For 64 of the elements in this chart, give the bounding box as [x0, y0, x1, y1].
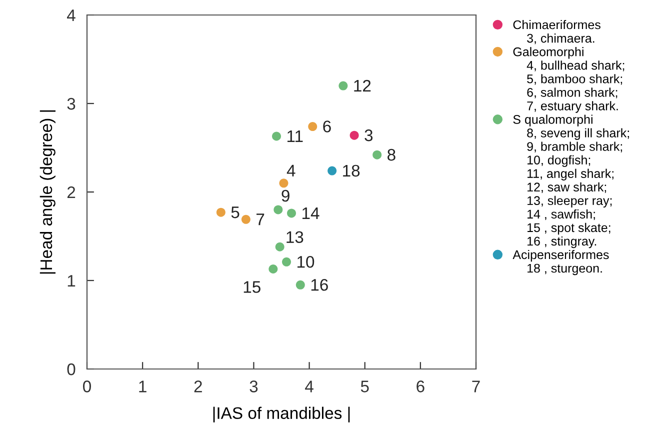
point	[275, 242, 284, 252]
x-tick-label: 0	[83, 380, 91, 392]
legend-label: Acipenseriformes	[512, 250, 609, 262]
annotation: 12	[354, 80, 371, 92]
point	[350, 130, 359, 140]
text: 4, bullhead shark;	[526, 60, 624, 72]
text: 13, sleeper ray;	[528, 196, 612, 208]
text: 16 , stingray.	[528, 236, 596, 248]
text: 15 , spot skate;	[528, 222, 610, 235]
text: 12, saw shark;	[528, 182, 606, 193]
y-tick-label: 3	[67, 98, 76, 110]
x-tick-label: 3	[250, 380, 258, 392]
legend-label: Chimaeriformes	[513, 20, 600, 30]
point	[241, 214, 250, 224]
annotation: 14	[302, 207, 320, 219]
point	[268, 264, 278, 274]
text: 5, bamboo shark;	[527, 74, 622, 85]
point	[282, 257, 291, 266]
x-axis-title: |IAS of mandibles |	[213, 406, 350, 422]
text: 6, salmon shark;	[527, 88, 618, 98]
annotation: 4	[286, 164, 296, 176]
annotation: 8	[388, 148, 396, 161]
legend-label: S qualomorphi	[513, 114, 592, 126]
point	[272, 132, 281, 141]
x-tick-label: 4	[305, 380, 314, 392]
point	[328, 166, 337, 176]
annotation: 6	[323, 120, 331, 132]
point	[287, 208, 296, 218]
text: 9, bramble shark;	[527, 142, 622, 152]
x-tick-label: 2	[194, 380, 202, 392]
text: 3, chimaera.	[527, 34, 594, 44]
annotation: 18	[343, 164, 360, 177]
x-tick-label: 1	[139, 380, 146, 392]
annotation: 11	[287, 130, 303, 142]
annotation: 13	[286, 231, 304, 244]
point	[296, 280, 305, 290]
text: 8, seveng ill shark;	[527, 128, 629, 140]
annotation: 7	[256, 214, 264, 226]
point	[372, 150, 382, 160]
point	[308, 122, 318, 132]
text: 14 , sawfish;	[528, 209, 595, 220]
annotation: 16	[311, 278, 328, 291]
point	[279, 178, 288, 188]
annotation: 15	[244, 281, 260, 293]
text: 18 , sturgeon.	[528, 264, 602, 276]
y-tick-label: 4	[67, 10, 76, 22]
point	[216, 208, 226, 217]
annotation: 5	[231, 206, 240, 218]
point	[338, 81, 348, 90]
legend-label: Galeomorphi	[513, 47, 584, 59]
y-axis-title: |Head angle (degree) |	[40, 110, 56, 274]
y-tick-label: 0	[67, 363, 76, 376]
x-tick-label: 7	[472, 380, 480, 392]
y-tick-label: 2	[67, 186, 76, 198]
point	[274, 205, 283, 214]
x-tick-label: 5	[360, 380, 369, 392]
text: 10, dogfish;	[528, 155, 590, 167]
text: 7, estuary shark.	[527, 101, 618, 113]
annotation: 3	[364, 129, 373, 142]
annotation: 10	[297, 256, 314, 268]
annotation: 9	[282, 190, 290, 202]
text: 11, angel shark;	[528, 168, 614, 180]
y-tick-label: 1	[68, 275, 76, 287]
x-tick-label: 6	[416, 380, 424, 392]
